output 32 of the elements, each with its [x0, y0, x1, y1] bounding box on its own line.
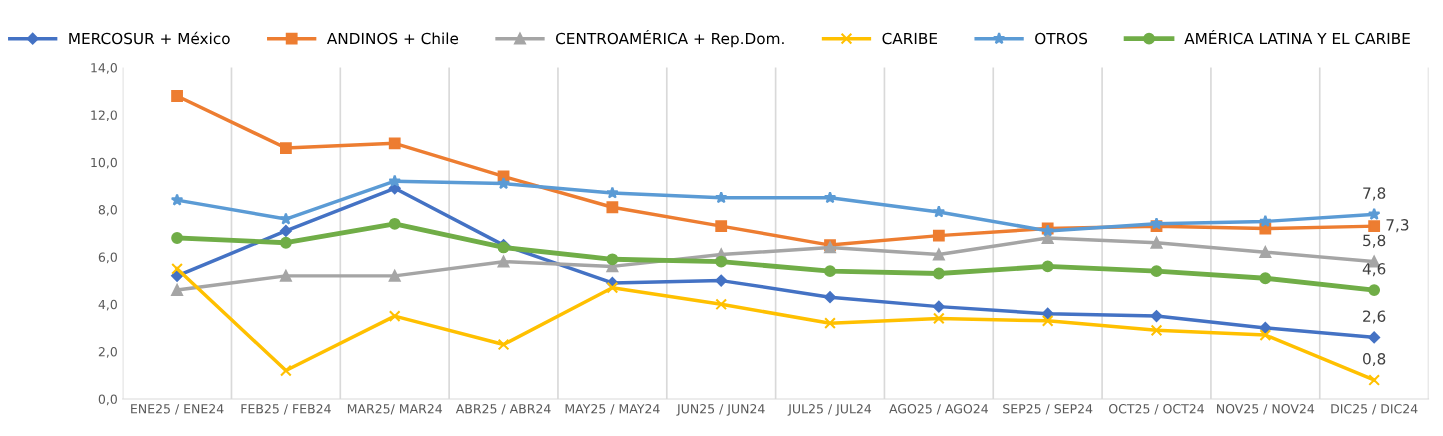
x-tick-label: DIC25 / DIC24 — [1331, 404, 1418, 415]
legend-label: MERCOSUR + México — [69, 31, 230, 45]
legend-label: OTROS — [1035, 32, 1088, 45]
x-tick-label: SEP25 / SEP24 — [1003, 404, 1093, 415]
y-tick-label: 0,0 — [98, 394, 117, 406]
x-tick-label: MAR25/ MAR24 — [347, 404, 443, 415]
y-tick-label: 4,0 — [98, 299, 117, 311]
data-label: 0,8 — [1363, 352, 1386, 367]
legend-label: ANDINOS + Chile — [326, 32, 459, 45]
legend-label: AMÉRICA LATINA Y EL CARIBE — [1184, 29, 1410, 45]
y-tick-label: 6,0 — [98, 252, 117, 264]
x-tick-label: JUN25 / JUN24 — [676, 404, 765, 416]
data-label: 7,3 — [1386, 219, 1409, 233]
y-tick-label: 14,0 — [91, 63, 117, 74]
x-tick-label: ABR25 / ABR24 — [455, 404, 551, 415]
x-tick-label: OCT25 / OCT24 — [1109, 404, 1204, 415]
x-tick-label: FEB25 / FEB24 — [241, 404, 331, 415]
x-tick-label: AGO25 / AGO24 — [889, 404, 988, 415]
x-tick-label: JUL25 / JUL24 — [787, 404, 872, 416]
y-tick-label: 8,0 — [98, 205, 117, 216]
data-label: 2,6 — [1363, 310, 1386, 324]
y-tick-label: 2,0 — [98, 347, 117, 358]
y-tick-label: 12,0 — [91, 110, 117, 122]
legend-label: CARIBE — [882, 32, 938, 45]
x-tick-label: MAY25 / MAY24 — [565, 404, 660, 415]
legend-label: CENTROAMÉRICA + Rep.Dom. — [555, 29, 784, 48]
data-label: 7,8 — [1363, 187, 1386, 201]
y-tick-label: 10,0 — [91, 157, 117, 169]
data-label: 5,8 — [1363, 234, 1386, 248]
x-tick-label: ENE25 / ENE24 — [131, 404, 224, 415]
x-tick-label: NOV25 / NOV24 — [1217, 404, 1315, 415]
data-label: 4,6 — [1362, 263, 1386, 277]
